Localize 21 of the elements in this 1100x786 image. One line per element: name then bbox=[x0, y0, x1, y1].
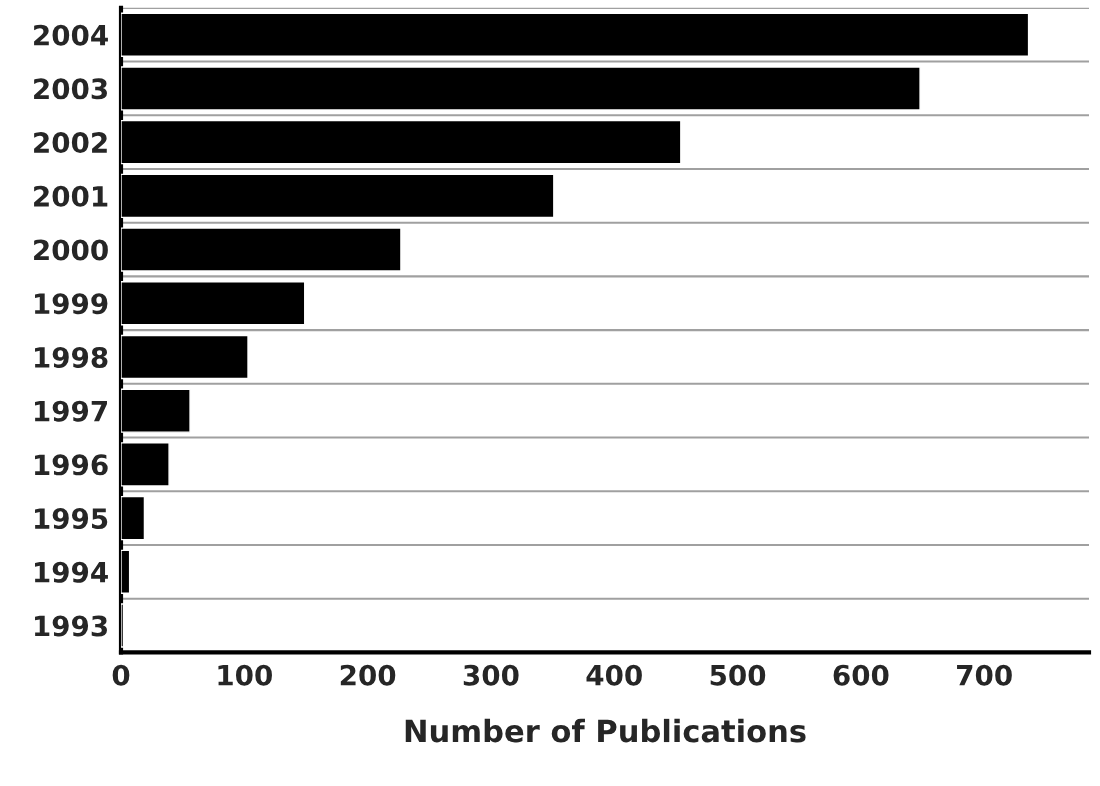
x-axis-title: Number of Publications bbox=[405, 718, 806, 743]
y-tick-label: 1993 bbox=[35, 615, 107, 637]
y-tick-label: 1999 bbox=[35, 293, 108, 315]
y-tick-label: 2004 bbox=[34, 24, 108, 46]
x-tick-label: 500 bbox=[710, 664, 766, 686]
x-tick-label: 700 bbox=[957, 664, 1012, 686]
y-tick-label: 2001 bbox=[34, 185, 108, 207]
y-tick-label: 2000 bbox=[34, 239, 108, 261]
x-tick-label: 600 bbox=[833, 664, 889, 686]
x-tick-label: 200 bbox=[340, 664, 396, 686]
y-tick-label: 1996 bbox=[35, 454, 108, 476]
y-tick-label: 1995 bbox=[35, 508, 108, 530]
y-tick-label: 1994 bbox=[35, 561, 108, 583]
y-tick-label: 2002 bbox=[34, 132, 107, 154]
x-tick-label: 300 bbox=[463, 664, 519, 686]
y-tick-label: 1998 bbox=[35, 346, 108, 368]
y-tick-label: 2003 bbox=[34, 78, 107, 100]
x-tick-label: 0 bbox=[112, 664, 130, 686]
x-tick-label: 100 bbox=[218, 664, 272, 686]
y-tick-label: 1997 bbox=[35, 400, 107, 422]
x-tick-label: 400 bbox=[586, 664, 642, 686]
